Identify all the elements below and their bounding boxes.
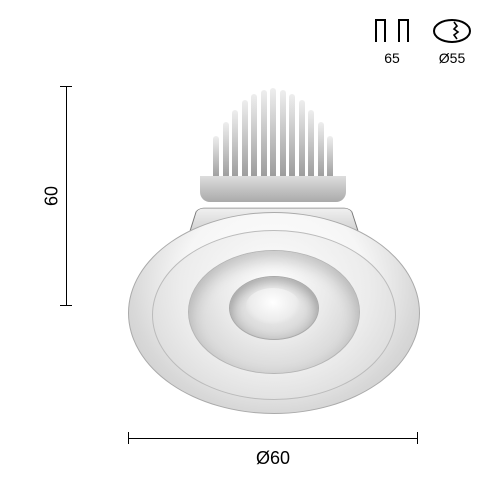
heatsink-fin <box>289 94 295 180</box>
heatsink-fin <box>270 88 276 180</box>
dim-vert-bar <box>66 86 67 306</box>
heatsink-fins <box>213 88 333 180</box>
dimension-width: Ø60 <box>128 420 418 464</box>
dim-vert-tick-bottom <box>60 305 72 306</box>
dim-height-value: 60 <box>42 186 63 206</box>
diagram-canvas: 65 Ø55 60 Ø60 <box>0 0 500 500</box>
heatsink-fin <box>327 136 333 180</box>
heatsink-fin <box>251 94 257 180</box>
heatsink-fin <box>223 122 229 180</box>
spec-icons: 65 Ø55 <box>374 18 472 66</box>
heatsink-fin <box>261 90 267 180</box>
heatsink-fin <box>213 136 219 180</box>
heatsink-fin <box>280 90 286 180</box>
heatsink-fin <box>308 110 314 180</box>
dim-width-value: Ø60 <box>256 448 290 469</box>
dim-horiz-tick-right <box>417 432 418 444</box>
cutout-profile-icon <box>374 18 410 44</box>
dim-horiz-bar <box>128 438 418 439</box>
dim-vert-tick-top <box>60 86 72 87</box>
dimension-height: 60 <box>48 86 88 306</box>
heatsink-fin <box>242 100 248 180</box>
aperture-core <box>246 288 300 324</box>
heatsink-base <box>200 176 346 202</box>
hole-saw-icon <box>432 18 472 44</box>
heatsink-fin <box>232 110 238 180</box>
cutout-label: 65 <box>384 50 400 66</box>
dim-horiz-tick-left <box>128 432 129 444</box>
hole-spec: Ø55 <box>432 18 472 66</box>
heatsink-fin <box>318 122 324 180</box>
downlight-drawing <box>108 82 438 412</box>
hole-label: Ø55 <box>439 50 465 66</box>
cutout-spec: 65 <box>374 18 410 66</box>
heatsink-fin <box>299 100 305 180</box>
